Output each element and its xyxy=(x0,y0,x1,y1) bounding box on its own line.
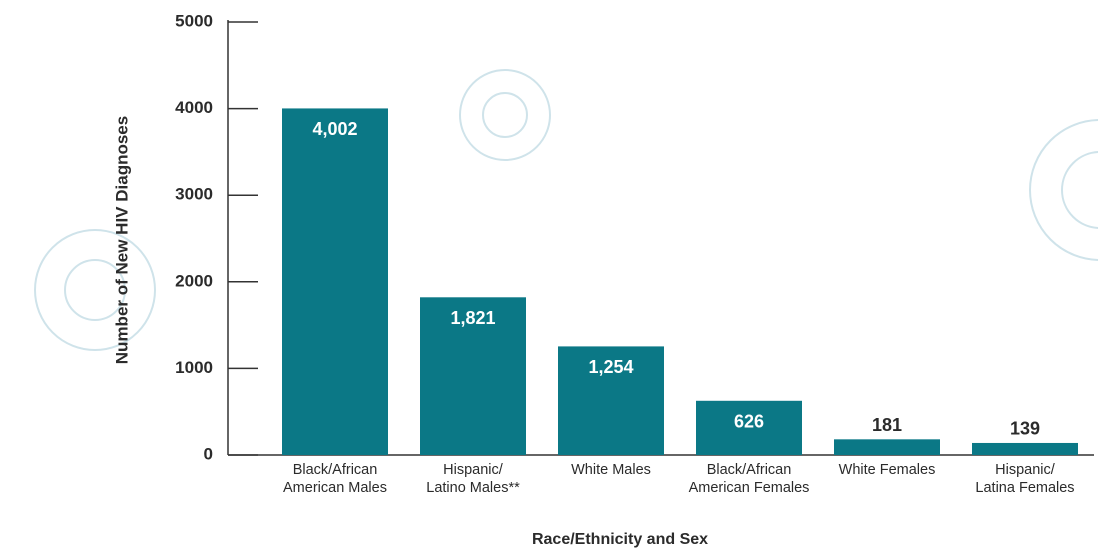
bar xyxy=(558,346,664,455)
bar xyxy=(696,400,802,455)
value-label: 139 xyxy=(1010,419,1040,439)
bar xyxy=(420,297,526,455)
value-label: 181 xyxy=(872,415,902,435)
x-tick-label: Hispanic/ xyxy=(995,462,1056,478)
y-tick-label: 1000 xyxy=(175,358,213,377)
value-label: 4,002 xyxy=(312,119,357,139)
x-axis-label: Race/Ethnicity and Sex xyxy=(532,531,708,548)
value-label: 1,254 xyxy=(588,357,633,377)
bar xyxy=(972,442,1078,455)
x-tick-label: Black/African xyxy=(293,462,378,478)
bar xyxy=(834,439,940,455)
x-tick-label: Black/African xyxy=(707,462,792,478)
background-decoration xyxy=(34,69,1098,351)
value-label: 1,821 xyxy=(450,308,495,328)
y-tick-label: 4000 xyxy=(175,98,213,117)
value-label: 626 xyxy=(734,412,764,432)
x-tick-label: White Males xyxy=(571,462,651,478)
x-tick-label: Hispanic/ xyxy=(443,462,504,478)
bar xyxy=(282,108,388,455)
y-tick-label: 2000 xyxy=(175,271,213,290)
y-tick-label: 0 xyxy=(204,444,213,463)
y-tick-label: 3000 xyxy=(175,185,213,204)
x-tick-label: Latino Males** xyxy=(426,480,520,496)
y-tick-label: 5000 xyxy=(175,11,213,30)
y-axis-label: Number of New HIV Diagnoses xyxy=(112,116,131,364)
x-tick-label: Latina Females xyxy=(975,480,1074,496)
x-tick-label: White Females xyxy=(839,462,936,478)
x-tick-label: American Females xyxy=(689,480,810,496)
x-tick-label: American Males xyxy=(283,480,387,496)
